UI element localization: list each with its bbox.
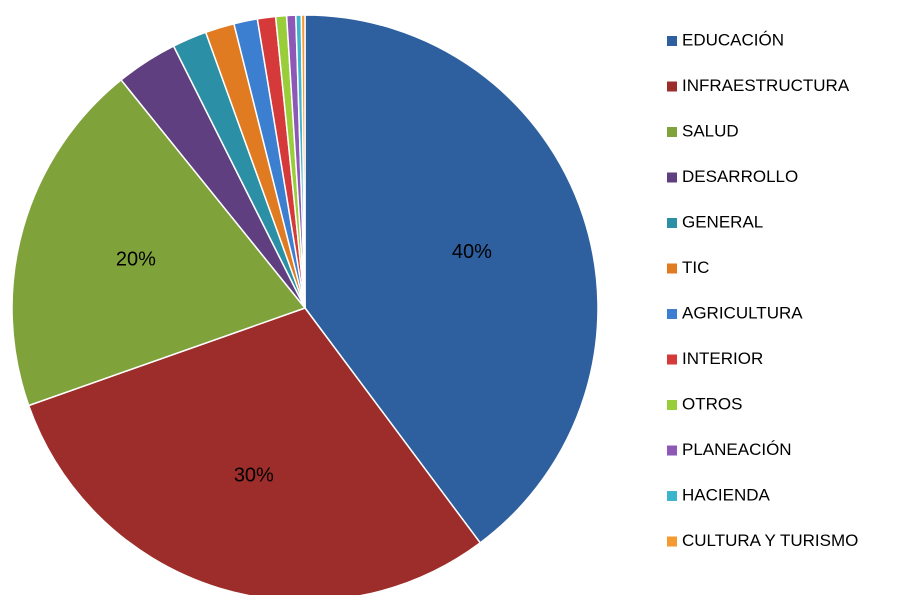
legend-swatch <box>667 491 677 501</box>
legend-label: INTERIOR <box>682 349 763 368</box>
legend-swatch <box>667 81 677 92</box>
legend-label: EDUCACIÓN <box>682 30 784 49</box>
legend-swatch <box>667 36 677 46</box>
legend-swatch <box>667 172 677 183</box>
legend-label: HACIENDA <box>682 485 771 504</box>
data-label: 20% <box>116 248 156 270</box>
legend-label: PLANEACIÓN <box>682 440 792 459</box>
legend-label: OTROS <box>682 394 742 413</box>
pie-slice <box>300 14 306 309</box>
pie-slice <box>27 307 482 595</box>
legend-swatch <box>667 400 677 410</box>
data-label: 30% <box>234 464 274 486</box>
pie-slice <box>11 78 307 407</box>
legend-swatch <box>667 536 677 547</box>
legend-swatch <box>667 445 677 456</box>
legend-label: DESARROLLO <box>682 167 798 186</box>
legend-label: CULTURA Y TURISMO <box>682 531 858 550</box>
legend-label: GENERAL <box>682 212 763 231</box>
legend-label: TIC <box>682 258 709 277</box>
legend-swatch <box>667 263 677 274</box>
legend-swatch <box>667 218 677 228</box>
legend-swatch <box>667 354 677 365</box>
legend-swatch <box>667 127 677 137</box>
legend-swatch <box>667 309 677 319</box>
legend-label: INFRAESTRUCTURA <box>682 76 850 95</box>
data-label: 40% <box>452 241 492 263</box>
legend-label: AGRICULTURA <box>682 303 803 322</box>
pie-slice <box>304 14 599 544</box>
legend-label: SALUD <box>682 121 739 140</box>
